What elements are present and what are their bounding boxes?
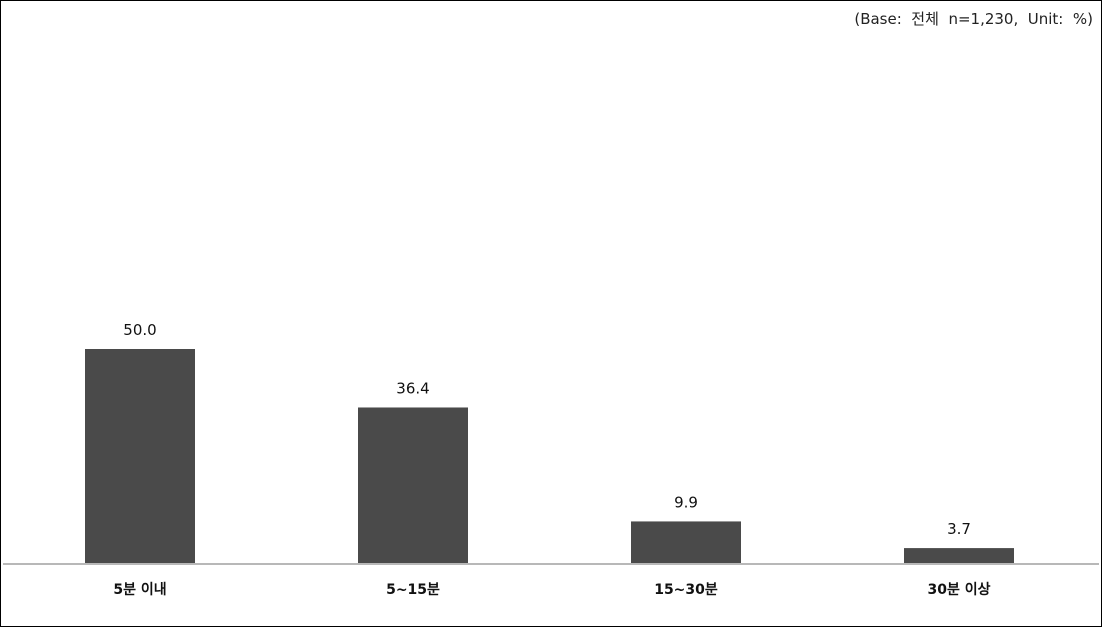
bar-3: [904, 548, 1014, 564]
bars-layer: [85, 349, 1014, 564]
x-tick-label-0: 5분 이내: [113, 581, 166, 598]
bar-0: [85, 349, 195, 564]
value-label-0: 50.0: [123, 321, 156, 339]
value-label-2: 9.9: [674, 493, 698, 511]
value-label-3: 3.7: [947, 520, 971, 538]
x-tick-labels-layer: 5분 이내 5~15분 15~30분 30분 이상: [113, 581, 990, 598]
value-labels-layer: 50.0 36.4 9.9 3.7: [123, 321, 971, 538]
x-tick-label-3: 30분 이상: [928, 581, 991, 598]
bar-1: [358, 407, 468, 564]
value-label-1: 36.4: [396, 379, 429, 397]
x-tick-label-1: 5~15분: [386, 582, 440, 598]
base-note: (Base: 전체 n=1,230, Unit: %): [854, 10, 1093, 28]
bar-2: [631, 521, 741, 564]
x-tick-label-2: 15~30분: [654, 582, 718, 598]
